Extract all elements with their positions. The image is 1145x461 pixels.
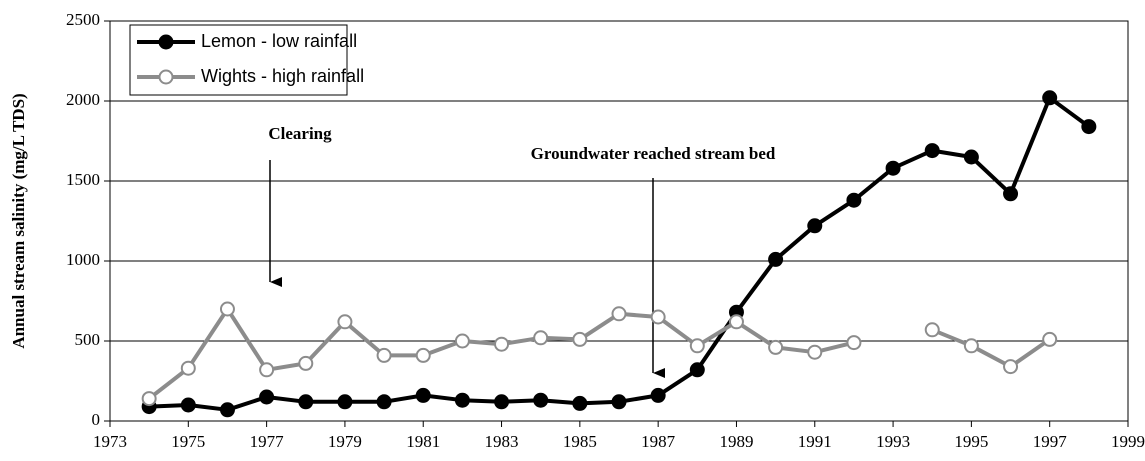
data-point	[533, 330, 549, 346]
annotation: Groundwater reached stream bed	[531, 144, 776, 163]
data-point	[572, 395, 588, 411]
x-tick-label: 1981	[406, 432, 440, 451]
data-point	[376, 347, 392, 363]
annotation: Clearing	[268, 124, 332, 143]
x-tick-label: 1993	[876, 432, 910, 451]
plot-frame	[109, 20, 1129, 422]
data-point	[415, 387, 431, 403]
x-tick-label: 1983	[485, 432, 519, 451]
legend-label: Lemon - low rainfall	[201, 31, 357, 51]
y-tick-label: 1500	[66, 170, 100, 189]
data-point	[298, 355, 314, 371]
x-tick-label: 1991	[798, 432, 832, 451]
data-point	[259, 362, 275, 378]
data-point	[689, 362, 705, 378]
y-axis-title: Annual stream salinity (mg/L TDS)	[9, 93, 28, 348]
data-point	[415, 347, 431, 363]
data-point	[337, 394, 353, 410]
data-point	[846, 192, 862, 208]
data-point	[963, 149, 979, 165]
data-point	[376, 394, 392, 410]
y-tick-label: 0	[92, 410, 101, 429]
x-tick-label: 1999	[1111, 432, 1145, 451]
data-point	[141, 391, 157, 407]
data-point	[180, 397, 196, 413]
data-point	[924, 322, 940, 338]
x-tick-label: 1997	[1033, 432, 1068, 451]
data-point	[768, 251, 784, 267]
data-point	[572, 331, 588, 347]
data-point	[494, 394, 510, 410]
data-point	[768, 339, 784, 355]
data-point	[728, 314, 744, 330]
data-point	[219, 402, 235, 418]
x-tick-label: 1977	[250, 432, 285, 451]
data-point	[259, 389, 275, 405]
data-point	[494, 336, 510, 352]
data-point	[1003, 359, 1019, 375]
data-point	[689, 338, 705, 354]
y-tick-label: 2000	[66, 90, 100, 109]
data-point	[454, 333, 470, 349]
x-tick-label: 1995	[954, 432, 988, 451]
data-point	[219, 301, 235, 317]
data-point	[533, 392, 549, 408]
data-point	[650, 387, 666, 403]
data-point	[611, 394, 627, 410]
data-point	[885, 160, 901, 176]
data-point	[807, 344, 823, 360]
data-point	[807, 218, 823, 234]
x-tick-label: 1975	[171, 432, 205, 451]
x-tick-label: 1979	[328, 432, 362, 451]
data-point	[1003, 186, 1019, 202]
x-tick-label: 1987	[641, 432, 676, 451]
y-tick-label: 500	[75, 330, 101, 349]
data-point	[1081, 119, 1097, 135]
legend-marker	[158, 34, 174, 50]
legend-label: Wights - high rainfall	[201, 66, 364, 86]
x-tick-label: 1989	[719, 432, 753, 451]
series-line	[147, 307, 1051, 401]
data-point	[963, 338, 979, 354]
x-tick-label: 1973	[93, 432, 127, 451]
data-point	[1042, 90, 1058, 106]
data-point	[611, 306, 627, 322]
data-point	[337, 314, 353, 330]
data-point	[924, 143, 940, 159]
legend-marker	[158, 69, 174, 85]
x-tick-label: 1985	[563, 432, 597, 451]
y-tick-label: 1000	[66, 250, 100, 269]
data-point	[454, 392, 470, 408]
data-point	[650, 309, 666, 325]
data-point	[180, 360, 196, 376]
data-point	[1042, 331, 1058, 347]
data-point	[846, 335, 862, 351]
y-tick-label: 2500	[66, 10, 100, 29]
data-point	[298, 394, 314, 410]
